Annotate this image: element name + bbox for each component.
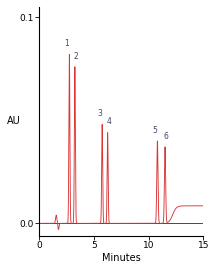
Y-axis label: AU: AU <box>7 116 21 126</box>
Text: 5: 5 <box>152 126 157 135</box>
X-axis label: Minutes: Minutes <box>102 253 141 263</box>
Text: 3: 3 <box>97 109 102 118</box>
Text: 2: 2 <box>74 52 79 60</box>
Text: 1: 1 <box>65 39 69 48</box>
Text: 6: 6 <box>164 132 169 141</box>
Text: 4: 4 <box>106 117 111 126</box>
